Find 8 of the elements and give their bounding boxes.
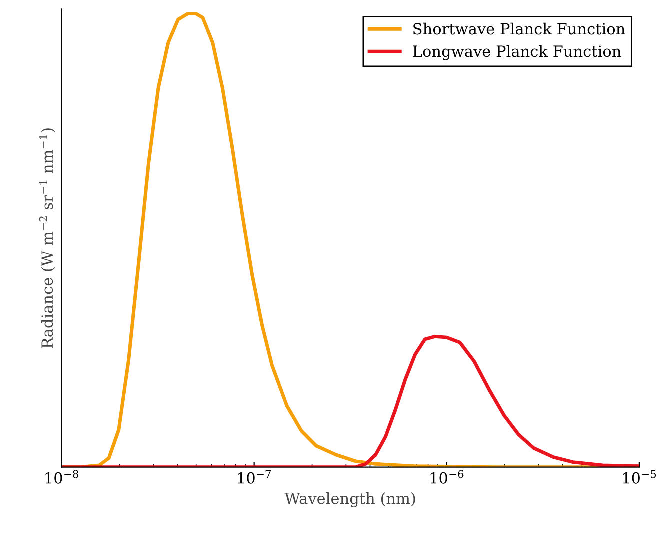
legend-label: Longwave Planck Function [413, 45, 622, 60]
x-axis-title: Wavelength (nm) [284, 492, 416, 508]
x-tick-label: 10$^{−8}$ [46, 470, 78, 484]
x-tick-label: 10$^{−7}$ [238, 470, 272, 484]
legend-label: Shortwave Planck Function [414, 22, 626, 35]
x-tick-label: 10$^{−5}$ [623, 470, 656, 484]
y-axis-title: Radiance (W m$^{−2}$ sr$^{−1}$ nm$^{−1}$) [39, 128, 56, 348]
x-tick-label: 10$^{−6}$ [430, 470, 464, 484]
